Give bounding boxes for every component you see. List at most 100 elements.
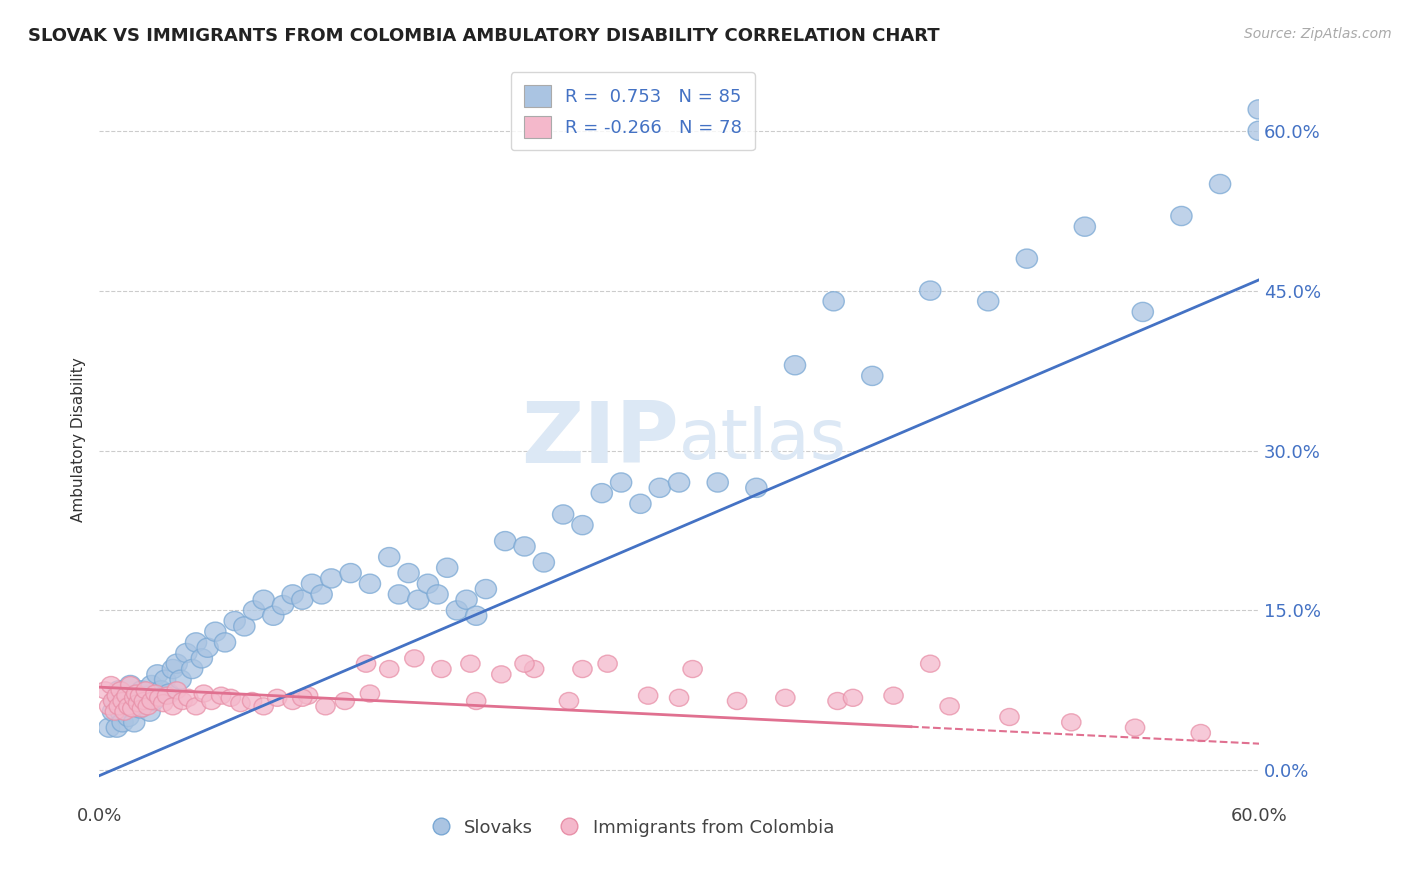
Ellipse shape bbox=[100, 698, 118, 714]
Ellipse shape bbox=[173, 692, 193, 709]
Ellipse shape bbox=[650, 478, 671, 498]
Ellipse shape bbox=[166, 654, 187, 673]
Ellipse shape bbox=[214, 632, 236, 652]
Ellipse shape bbox=[134, 695, 155, 714]
Ellipse shape bbox=[630, 494, 651, 514]
Ellipse shape bbox=[340, 564, 361, 582]
Ellipse shape bbox=[977, 292, 998, 311]
Ellipse shape bbox=[197, 638, 218, 657]
Ellipse shape bbox=[437, 558, 458, 577]
Ellipse shape bbox=[104, 691, 125, 711]
Ellipse shape bbox=[388, 585, 409, 604]
Ellipse shape bbox=[107, 687, 127, 704]
Ellipse shape bbox=[378, 548, 399, 566]
Ellipse shape bbox=[291, 591, 314, 609]
Ellipse shape bbox=[254, 698, 273, 714]
Ellipse shape bbox=[408, 591, 429, 609]
Ellipse shape bbox=[707, 473, 728, 492]
Ellipse shape bbox=[524, 660, 544, 678]
Ellipse shape bbox=[153, 695, 173, 712]
Ellipse shape bbox=[143, 691, 165, 711]
Ellipse shape bbox=[242, 692, 262, 709]
Ellipse shape bbox=[356, 655, 375, 673]
Ellipse shape bbox=[1261, 730, 1279, 747]
Ellipse shape bbox=[862, 367, 883, 385]
Ellipse shape bbox=[163, 698, 183, 714]
Ellipse shape bbox=[1017, 249, 1038, 268]
Ellipse shape bbox=[150, 681, 172, 700]
Ellipse shape bbox=[1191, 724, 1211, 741]
Ellipse shape bbox=[149, 690, 169, 706]
Ellipse shape bbox=[111, 681, 131, 698]
Ellipse shape bbox=[553, 505, 574, 524]
Ellipse shape bbox=[321, 569, 342, 588]
Ellipse shape bbox=[136, 681, 156, 698]
Ellipse shape bbox=[127, 685, 146, 702]
Ellipse shape bbox=[179, 690, 198, 706]
Ellipse shape bbox=[110, 698, 128, 714]
Ellipse shape bbox=[427, 585, 449, 604]
Ellipse shape bbox=[125, 686, 146, 706]
Ellipse shape bbox=[513, 537, 536, 556]
Ellipse shape bbox=[1132, 302, 1153, 321]
Ellipse shape bbox=[167, 681, 187, 698]
Ellipse shape bbox=[1074, 217, 1095, 236]
Ellipse shape bbox=[115, 686, 138, 706]
Ellipse shape bbox=[146, 685, 165, 702]
Ellipse shape bbox=[101, 676, 121, 694]
Ellipse shape bbox=[335, 692, 354, 709]
Ellipse shape bbox=[301, 574, 322, 593]
Ellipse shape bbox=[155, 670, 176, 690]
Ellipse shape bbox=[941, 698, 959, 714]
Ellipse shape bbox=[921, 655, 941, 673]
Ellipse shape bbox=[360, 685, 380, 702]
Ellipse shape bbox=[668, 473, 690, 492]
Ellipse shape bbox=[669, 690, 689, 706]
Ellipse shape bbox=[1062, 714, 1081, 731]
Ellipse shape bbox=[128, 695, 148, 712]
Ellipse shape bbox=[823, 292, 844, 311]
Ellipse shape bbox=[598, 655, 617, 673]
Ellipse shape bbox=[221, 690, 240, 706]
Ellipse shape bbox=[191, 648, 212, 668]
Ellipse shape bbox=[117, 687, 136, 704]
Ellipse shape bbox=[1000, 708, 1019, 725]
Ellipse shape bbox=[118, 698, 138, 714]
Ellipse shape bbox=[98, 718, 120, 738]
Ellipse shape bbox=[475, 580, 496, 599]
Ellipse shape bbox=[108, 681, 129, 700]
Ellipse shape bbox=[146, 665, 169, 684]
Ellipse shape bbox=[138, 698, 157, 714]
Ellipse shape bbox=[103, 692, 122, 709]
Ellipse shape bbox=[107, 718, 128, 738]
Ellipse shape bbox=[110, 702, 131, 722]
Ellipse shape bbox=[112, 692, 132, 709]
Ellipse shape bbox=[253, 591, 274, 609]
Text: atlas: atlas bbox=[679, 407, 846, 474]
Text: ZIP: ZIP bbox=[522, 399, 679, 482]
Ellipse shape bbox=[591, 483, 613, 503]
Ellipse shape bbox=[515, 655, 534, 673]
Ellipse shape bbox=[273, 596, 294, 615]
Ellipse shape bbox=[162, 659, 183, 679]
Ellipse shape bbox=[418, 574, 439, 593]
Ellipse shape bbox=[572, 660, 592, 678]
Ellipse shape bbox=[205, 622, 226, 641]
Ellipse shape bbox=[1249, 100, 1270, 119]
Ellipse shape bbox=[125, 690, 143, 706]
Ellipse shape bbox=[170, 670, 191, 690]
Ellipse shape bbox=[560, 692, 579, 709]
Ellipse shape bbox=[398, 564, 419, 582]
Ellipse shape bbox=[495, 532, 516, 550]
Ellipse shape bbox=[187, 698, 205, 714]
Ellipse shape bbox=[135, 689, 156, 707]
Ellipse shape bbox=[115, 703, 134, 720]
Ellipse shape bbox=[533, 553, 554, 572]
Ellipse shape bbox=[844, 690, 863, 706]
Ellipse shape bbox=[128, 691, 149, 711]
Ellipse shape bbox=[920, 281, 941, 301]
Ellipse shape bbox=[122, 700, 142, 717]
Ellipse shape bbox=[96, 681, 115, 698]
Ellipse shape bbox=[186, 632, 207, 652]
Ellipse shape bbox=[142, 692, 162, 709]
